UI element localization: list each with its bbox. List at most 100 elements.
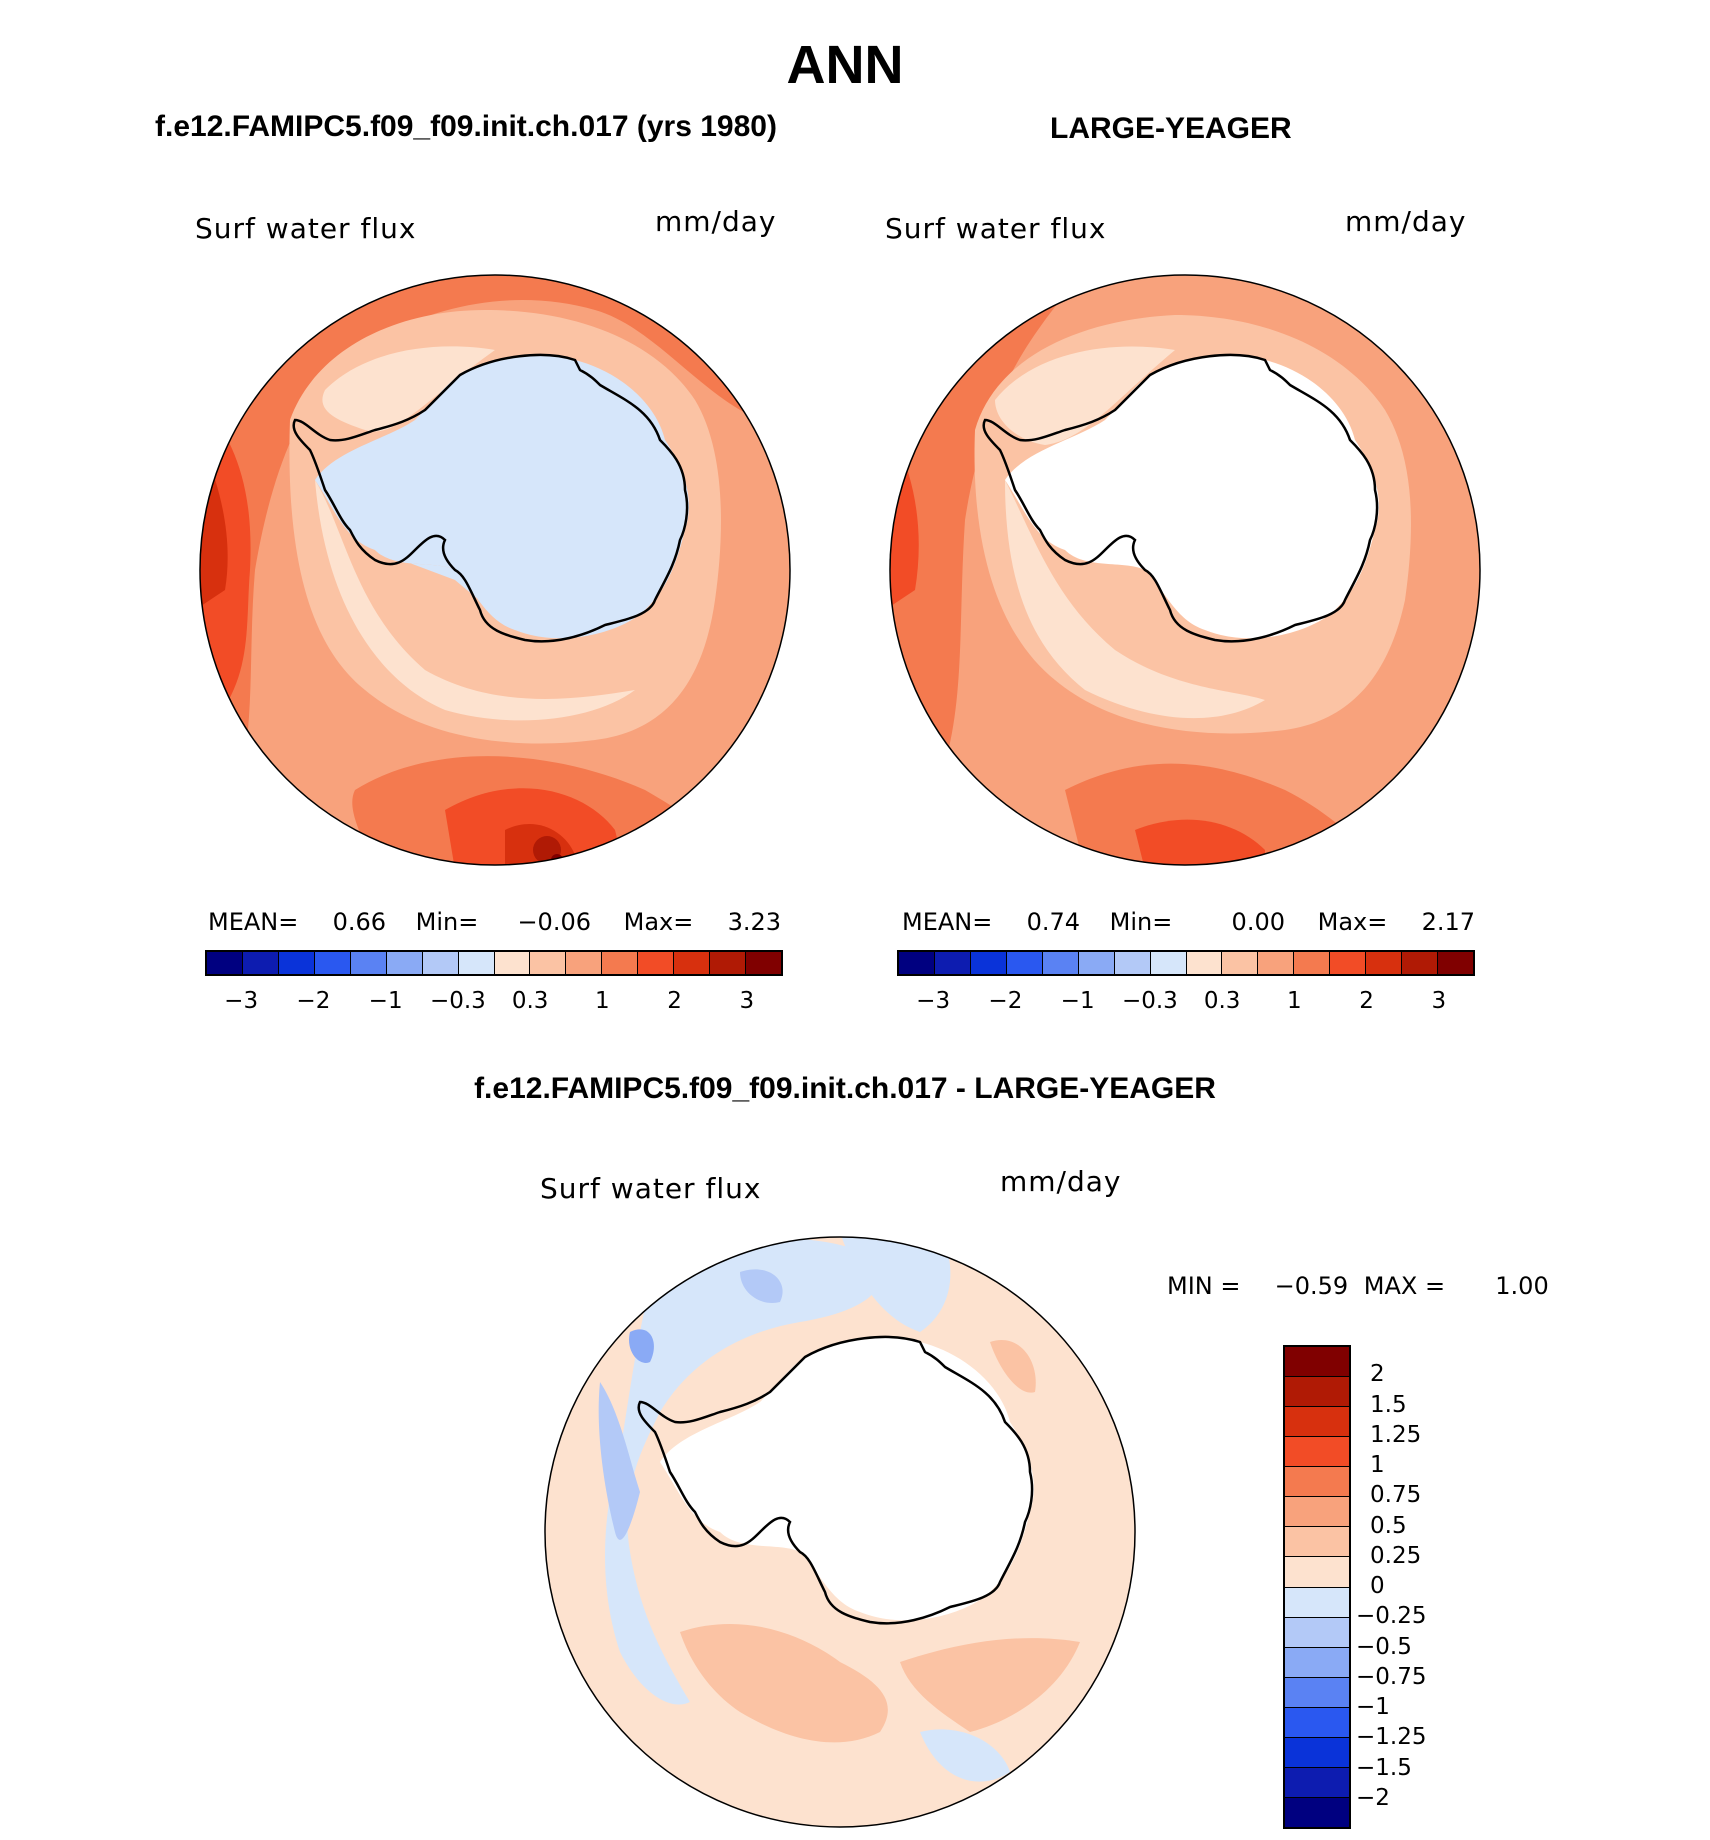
diff-panel-heading: f.e12.FAMIPC5.f09_f09.init.ch.017 - LARG… xyxy=(474,1072,1216,1105)
left-colorbar-tick-label: 0.3 xyxy=(511,988,549,1014)
right-colorbar-tick-label: −1 xyxy=(1060,988,1095,1014)
diff-colorbar xyxy=(1283,1345,1351,1829)
diff-max-value: 1.00 xyxy=(1495,1272,1549,1300)
diff-colorbar-swatch xyxy=(1285,1707,1349,1738)
diff-colorbar-swatch xyxy=(1285,1527,1349,1558)
left-stats: MEAN= 0.66 Min= −0.06 Max= 3.23 xyxy=(208,908,781,936)
diff-colorbar-tick-label: −1.25 xyxy=(1356,1724,1427,1751)
figure-title: ANN xyxy=(786,35,904,95)
left-variable-label: Surf water flux xyxy=(195,212,417,245)
left-colorbar-tick-label: −2 xyxy=(296,988,331,1014)
right-mean-value: 0.74 xyxy=(1026,908,1080,936)
diff-units-label: mm/day xyxy=(1000,1165,1122,1198)
diff-colorbar-tick-label: −2 xyxy=(1356,1784,1390,1811)
left-mean-value: 0.66 xyxy=(332,908,386,936)
left-colorbar-swatch xyxy=(494,952,531,974)
right-colorbar-tick-label: −0.3 xyxy=(1121,988,1178,1014)
diff-min-label: MIN = xyxy=(1167,1272,1241,1300)
right-colorbar-swatch xyxy=(1294,952,1331,974)
diff-colorbar-swatch xyxy=(1285,1467,1349,1498)
left-colorbar-swatch xyxy=(710,952,747,974)
left-panel-heading: f.e12.FAMIPC5.f09_f09.init.ch.017 (yrs 1… xyxy=(155,110,777,143)
right-mean-label: MEAN= xyxy=(902,908,993,936)
right-colorbar-swatch xyxy=(970,952,1007,974)
right-colorbar-tick-label: 1 xyxy=(1287,988,1302,1014)
diff-colorbar-swatch xyxy=(1285,1557,1349,1588)
right-colorbar-swatch xyxy=(934,952,971,974)
left-colorbar-swatch xyxy=(674,952,711,974)
left-colorbar-ticks: −3 −2 −1 −0.3 0.3 1 2 3 xyxy=(205,988,783,1018)
diff-colorbar-tick-label: 2 xyxy=(1370,1361,1385,1388)
left-mean-label: MEAN= xyxy=(208,908,299,936)
diff-colorbar-tick-label: 0 xyxy=(1370,1573,1385,1599)
diff-colorbar-swatch xyxy=(1285,1797,1349,1827)
right-colorbar-swatch xyxy=(1330,952,1367,974)
left-colorbar-swatch xyxy=(530,952,567,974)
right-colorbar-tick-label: 0.3 xyxy=(1203,988,1241,1014)
left-min-value: −0.06 xyxy=(517,908,591,936)
right-panel-heading: LARGE-YEAGER xyxy=(1050,112,1292,145)
diff-colorbar-tick-label: 1 xyxy=(1370,1452,1385,1478)
left-colorbar-swatch xyxy=(746,952,781,974)
diff-colorbar-tick-label: 0.25 xyxy=(1370,1542,1422,1569)
right-colorbar-swatch xyxy=(1042,952,1079,974)
diff-colorbar-tick-label: 0.5 xyxy=(1370,1512,1407,1539)
diff-max-label: MAX = xyxy=(1363,1272,1446,1300)
left-colorbar-swatch xyxy=(386,952,423,974)
diff-colorbar-tick-label: −1.5 xyxy=(1356,1754,1412,1781)
right-colorbar-swatch xyxy=(1078,952,1115,974)
diff-variable-label: Surf water flux xyxy=(540,1172,762,1205)
left-colorbar-tick-label: 1 xyxy=(595,988,610,1014)
left-colorbar-tick-label: −3 xyxy=(224,988,259,1014)
left-colorbar-swatch xyxy=(422,952,459,974)
right-colorbar-swatch xyxy=(899,952,935,974)
left-colorbar-swatch xyxy=(458,952,495,974)
diff-colorbar-swatch xyxy=(1285,1767,1349,1798)
right-stats: MEAN= 0.74 Min= 0.00 Max= 2.17 xyxy=(902,908,1475,936)
right-variable-label: Surf water flux xyxy=(885,212,1107,245)
right-max-value: 2.17 xyxy=(1421,908,1475,936)
diff-colorbar-swatch xyxy=(1285,1347,1349,1378)
diff-colorbar-tick-label: 1.5 xyxy=(1370,1391,1407,1418)
right-colorbar xyxy=(897,950,1475,976)
diff-colorbar-tick-label: −0.25 xyxy=(1356,1603,1427,1630)
right-colorbar-ticks: −3 −2 −1 −0.3 0.3 1 2 3 xyxy=(897,988,1475,1018)
diff-colorbar-swatch xyxy=(1285,1377,1349,1408)
left-colorbar-tick-label: −0.3 xyxy=(429,988,486,1014)
right-colorbar-swatch xyxy=(1366,952,1403,974)
diff-colorbar-tick-label: −0.5 xyxy=(1356,1633,1412,1660)
diff-colorbar-swatch xyxy=(1285,1437,1349,1468)
left-colorbar-swatch xyxy=(314,952,351,974)
right-colorbar-swatch xyxy=(1402,952,1439,974)
diff-min-value: −0.59 xyxy=(1274,1272,1349,1300)
left-map xyxy=(199,274,791,866)
diff-minmax: MIN = −0.59 MAX = 1.00 xyxy=(1167,1272,1549,1300)
right-map xyxy=(889,274,1481,866)
diff-map xyxy=(544,1236,1136,1828)
left-colorbar-swatch xyxy=(638,952,675,974)
diff-colorbar-ticks: 2 1.5 1.25 1 0.75 0.5 0.25 0 −0.25 −0.5 −0.75 −1 −1.… xyxy=(1356,1345,1476,1829)
diff-colorbar-swatch xyxy=(1285,1407,1349,1438)
left-colorbar-tick-label: −1 xyxy=(368,988,403,1014)
right-colorbar-swatch xyxy=(1150,952,1187,974)
right-colorbar-swatch xyxy=(1186,952,1223,974)
diff-colorbar-swatch xyxy=(1285,1737,1349,1768)
right-min-label: Min= xyxy=(1109,908,1173,936)
left-colorbar-swatch xyxy=(602,952,639,974)
left-colorbar-swatch xyxy=(278,952,315,974)
right-colorbar-tick-label: −3 xyxy=(916,988,951,1014)
diff-colorbar-swatch xyxy=(1285,1587,1349,1618)
left-units-label: mm/day xyxy=(655,205,777,238)
diff-colorbar-tick-label: −0.75 xyxy=(1356,1663,1427,1690)
right-colorbar-tick-label: 3 xyxy=(1431,988,1447,1014)
right-colorbar-tick-label: 2 xyxy=(1359,988,1374,1014)
diff-colorbar-swatch xyxy=(1285,1497,1349,1528)
left-colorbar-swatch xyxy=(242,952,279,974)
right-colorbar-swatch xyxy=(1006,952,1043,974)
diff-colorbar-swatch xyxy=(1285,1677,1349,1708)
right-colorbar-swatch xyxy=(1222,952,1259,974)
diff-colorbar-tick-label: −1 xyxy=(1356,1694,1390,1720)
right-colorbar-swatch xyxy=(1114,952,1151,974)
right-min-value: 0.00 xyxy=(1231,908,1285,936)
right-units-label: mm/day xyxy=(1345,205,1467,238)
